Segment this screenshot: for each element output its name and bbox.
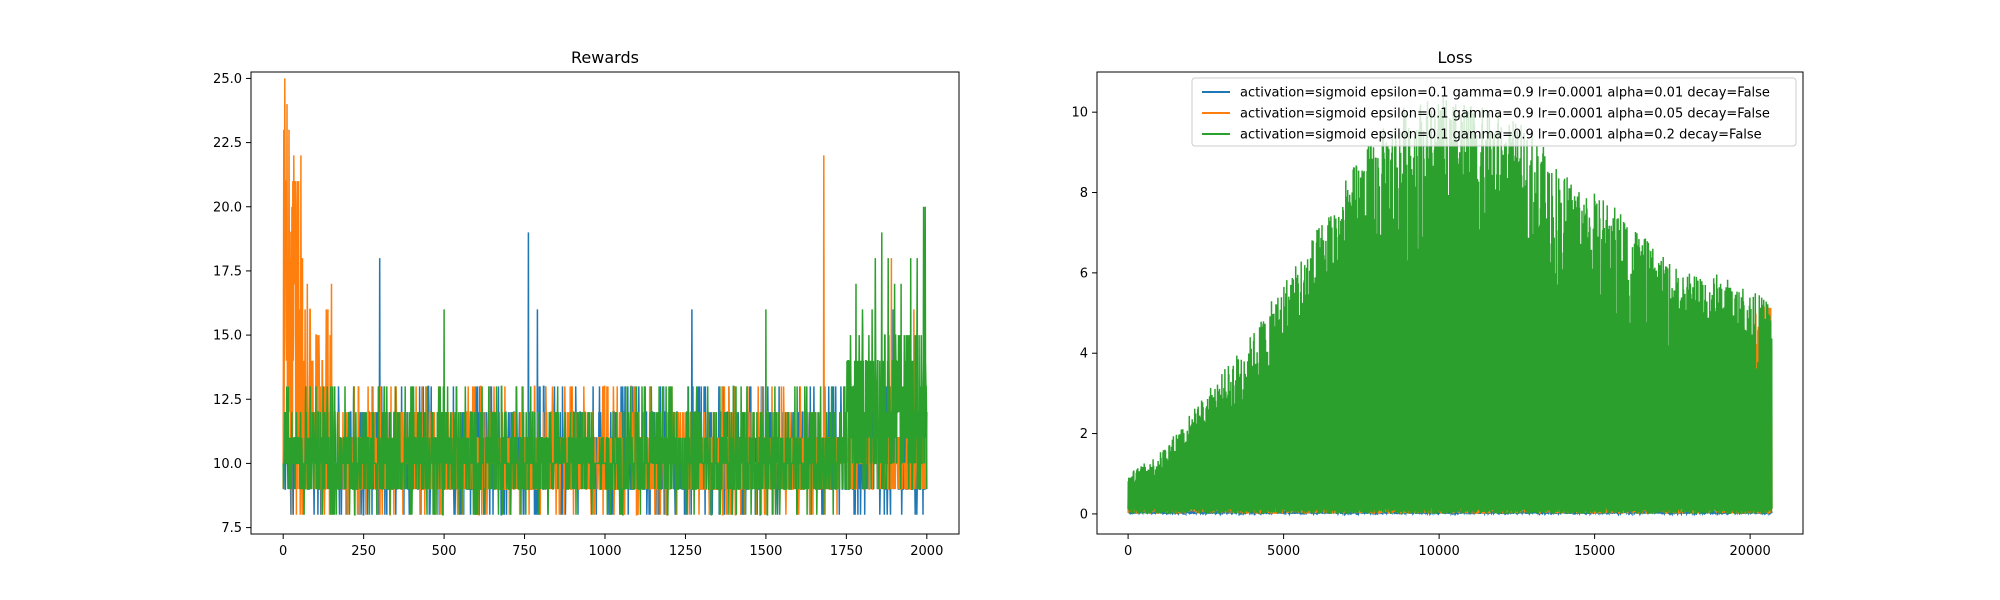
rewards-title: Rewards bbox=[571, 48, 639, 67]
rewards-x-tick-label: 1500 bbox=[749, 544, 782, 559]
loss-x-tick-label: 0 bbox=[1124, 544, 1132, 559]
rewards-x-tick-label: 1250 bbox=[669, 544, 702, 559]
rewards-y-axis: 7.5 10.0 12.5 15.0 17.5 20.0 22.5 25.0 bbox=[213, 72, 251, 536]
loss-x-tick-label: 10000 bbox=[1418, 544, 1459, 559]
rewards-series-line bbox=[282, 206, 928, 516]
rewards-y-tick-label: 7.5 bbox=[221, 521, 242, 536]
legend-label: activation=sigmoid epsilon=0.1 gamma=0.9… bbox=[1240, 128, 1762, 143]
rewards-x-tick-label: 750 bbox=[512, 544, 537, 559]
rewards-x-axis: 0 250 500 750 1000 1250 1500 1750 2000 bbox=[279, 534, 943, 559]
legend-box bbox=[1191, 77, 1797, 147]
rewards-x-tick-label: 1000 bbox=[588, 544, 621, 559]
rewards-y-tick-label: 10.0 bbox=[213, 457, 242, 472]
loss-plot: Loss 0 5000 10000 15000 20000 0 2 4 6 8 10 activa… bbox=[1071, 48, 1804, 559]
rewards-y-tick-label: 15.0 bbox=[213, 329, 242, 344]
rewards-plot: Rewards 0 250 500 750 1000 1250 1500 1750 2000 7… bbox=[213, 48, 960, 559]
loss-y-tick-label: 4 bbox=[1080, 347, 1088, 362]
rewards-y-tick-label: 12.5 bbox=[213, 393, 242, 408]
loss-y-axis: 0 2 4 6 8 10 bbox=[1071, 106, 1097, 522]
loss-x-tick-label: 20000 bbox=[1729, 544, 1770, 559]
loss-y-tick-label: 8 bbox=[1080, 186, 1088, 201]
rewards-y-tick-label: 20.0 bbox=[213, 200, 242, 215]
rewards-x-tick-label: 1750 bbox=[830, 544, 863, 559]
rewards-x-tick-label: 2000 bbox=[910, 544, 943, 559]
rewards-y-tick-label: 22.5 bbox=[213, 136, 242, 151]
loss-x-tick-label: 5000 bbox=[1267, 544, 1300, 559]
rewards-series-group bbox=[282, 78, 928, 516]
loss-y-tick-label: 6 bbox=[1080, 266, 1088, 281]
loss-series-group bbox=[1127, 97, 1773, 517]
loss-axes-frame bbox=[1096, 71, 1804, 535]
loss-x-tick-label: 15000 bbox=[1574, 544, 1615, 559]
rewards-y-tick-label: 17.5 bbox=[213, 264, 242, 279]
loss-series-line bbox=[1127, 97, 1773, 514]
loss-y-tick-label: 10 bbox=[1071, 106, 1088, 121]
loss-y-tick-label: 0 bbox=[1080, 507, 1088, 522]
rewards-x-tick-label: 250 bbox=[351, 544, 376, 559]
legend-label: activation=sigmoid epsilon=0.1 gamma=0.9… bbox=[1240, 107, 1770, 122]
rewards-y-tick-label: 25.0 bbox=[213, 72, 242, 87]
loss-title: Loss bbox=[1437, 48, 1472, 67]
loss-x-axis: 0 5000 10000 15000 20000 bbox=[1124, 534, 1771, 559]
legend-label: activation=sigmoid epsilon=0.1 gamma=0.9… bbox=[1240, 86, 1770, 101]
loss-legend: activation=sigmoid epsilon=0.1 gamma=0.9… bbox=[1191, 77, 1797, 147]
rewards-x-tick-label: 0 bbox=[279, 544, 287, 559]
loss-y-tick-label: 2 bbox=[1080, 427, 1088, 442]
rewards-x-tick-label: 500 bbox=[432, 544, 457, 559]
